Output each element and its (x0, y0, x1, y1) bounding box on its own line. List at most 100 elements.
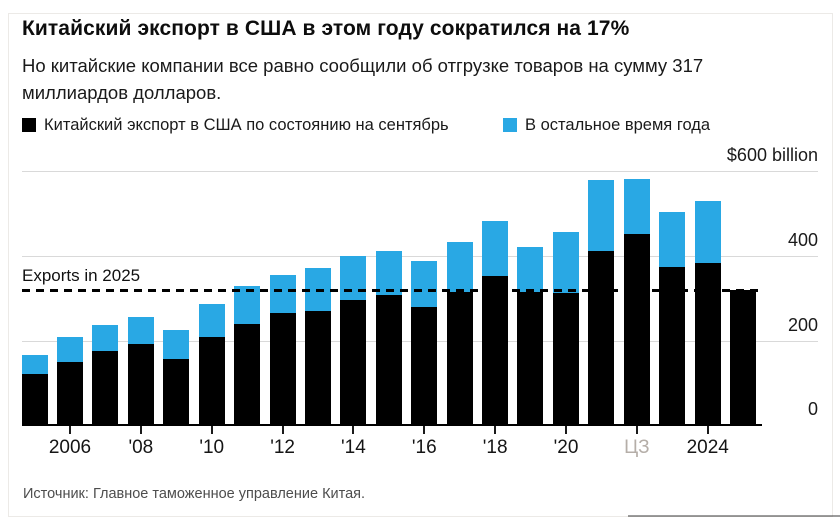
bar-2025 (730, 289, 756, 424)
bar-segment-rest-of-year-2007 (92, 325, 119, 352)
bar-2019 (517, 246, 544, 424)
bar-2010 (198, 303, 225, 424)
bar-segment-through-september-2023 (659, 267, 686, 424)
x-tick-14 (352, 426, 355, 434)
bar-segment-rest-of-year-2018 (482, 221, 509, 276)
bar-segment-rest-of-year-2010 (198, 303, 225, 337)
bar-segment-through-september-2013 (304, 311, 331, 424)
gridline-400 (22, 256, 818, 257)
bar-segment-rest-of-year-2021 (588, 179, 615, 251)
bar-segment-through-september-2005 (21, 374, 48, 424)
x-tick-2024 (706, 426, 709, 434)
y-axis-label-400: 400 (787, 230, 818, 250)
bar-segment-rest-of-year-2015 (375, 250, 402, 296)
bar-segment-rest-of-year-2020 (552, 232, 579, 294)
bar-2015 (375, 250, 402, 424)
bar-2007 (92, 325, 119, 424)
bar-2011 (234, 286, 261, 424)
bar-2014 (340, 256, 367, 424)
bar-segment-rest-of-year-2005 (21, 354, 48, 375)
bar-2006 (57, 337, 84, 424)
bar-segment-rest-of-year-2008 (127, 317, 154, 344)
bar-segment-through-september-2022 (623, 233, 650, 424)
bar-2024 (694, 201, 721, 424)
bar-segment-rest-of-year-2014 (340, 256, 367, 301)
bar-2020 (552, 232, 579, 424)
bar-segment-through-september-2015 (375, 295, 402, 424)
legend-item-september: Китайский экспорт в США по состоянию на … (22, 112, 449, 138)
bar-2018 (482, 221, 509, 424)
bar-2016 (411, 260, 438, 424)
bar-segment-through-september-2008 (127, 343, 154, 424)
x-axis-label-20: '20 (553, 437, 579, 458)
legend-label-rest-of-year: В остальное время года (525, 115, 711, 134)
x-axis-label-ЦЗ: ЦЗ (624, 437, 650, 458)
bar-segment-rest-of-year-2016 (411, 260, 438, 307)
x-tick-20 (565, 426, 568, 434)
x-tick-08 (139, 426, 142, 434)
bar-segment-through-september-2025 (730, 289, 756, 424)
chart-subtitle-line2: миллиардов долларов. (22, 82, 222, 103)
gridline-600 (22, 171, 818, 172)
x-tick-2006 (69, 426, 71, 434)
bar-segment-rest-of-year-2011 (234, 286, 261, 324)
bar-segment-rest-of-year-2019 (517, 246, 544, 293)
bar-segment-through-september-2010 (198, 336, 225, 424)
bar-segment-through-september-2014 (340, 300, 367, 424)
source-note: Источник: Главное таможенное управление … (23, 486, 366, 502)
bar-segment-through-september-2021 (588, 250, 615, 424)
bar-segment-rest-of-year-2022 (623, 178, 650, 234)
bar-segment-rest-of-year-2006 (57, 337, 84, 362)
bar-segment-through-september-2006 (57, 361, 84, 424)
legend-label-september: Китайский экспорт в США по состоянию на … (44, 115, 449, 134)
y-axis-label-600: $600 billion (726, 145, 818, 165)
bar-2013 (304, 267, 331, 424)
bar-2012 (269, 274, 296, 424)
bar-segment-through-september-2011 (234, 323, 261, 424)
x-tick-ЦЗ (635, 426, 638, 434)
x-tick-18 (494, 426, 497, 434)
bar-segment-through-september-2019 (517, 292, 544, 424)
legend-item-rest-of-year: В остальное время года (503, 112, 710, 138)
bar-segment-rest-of-year-2009 (163, 330, 190, 359)
x-axis-label-2024: 2024 (686, 437, 729, 458)
screenshot-artifact-line (628, 515, 840, 517)
bar-segment-through-september-2009 (163, 358, 190, 424)
x-tick-10 (210, 426, 213, 434)
x-axis-line (22, 424, 762, 426)
x-tick-12 (281, 426, 284, 434)
bar-segment-through-september-2012 (269, 312, 296, 424)
exports-2025-label: Exports in 2025 (22, 266, 141, 285)
y-axis-label-200: 200 (787, 315, 818, 335)
bar-segment-through-september-2018 (482, 275, 509, 424)
chart-title: Китайский экспорт в США в этом году сокр… (22, 17, 630, 40)
x-axis-label-16: '16 (411, 437, 437, 458)
x-axis-label-10: '10 (199, 437, 225, 458)
x-axis-label-2006: 2006 (48, 437, 92, 458)
bar-2021 (588, 179, 615, 424)
exports-2025-reference-line (22, 289, 760, 292)
bar-segment-through-september-2024 (694, 263, 721, 424)
legend-swatch-black (22, 118, 36, 132)
bar-2008 (127, 317, 154, 424)
bar-segment-rest-of-year-2023 (659, 211, 686, 268)
bar-2017 (446, 241, 473, 424)
bar-segment-through-september-2007 (92, 351, 119, 424)
x-tick-16 (423, 426, 426, 434)
bar-segment-rest-of-year-2012 (269, 274, 296, 313)
bar-2009 (163, 330, 190, 424)
bar-segment-rest-of-year-2017 (446, 241, 473, 293)
bar-segment-through-september-2020 (552, 293, 579, 424)
y-axis-label-0: 0 (807, 399, 818, 419)
x-axis-label-14: '14 (341, 437, 366, 458)
bar-2005 (21, 354, 48, 424)
bar-2022 (623, 178, 650, 424)
chart-subtitle: Но китайские компании все равно сообщили… (22, 52, 703, 106)
x-axis-label-08: '08 (128, 437, 154, 458)
legend-swatch-blue (503, 118, 517, 132)
chart-subtitle-line1: Но китайские компании все равно сообщили… (22, 55, 704, 76)
bar-2023 (659, 211, 686, 424)
bar-segment-through-september-2016 (411, 306, 438, 424)
x-axis-label-12: '12 (270, 437, 295, 458)
